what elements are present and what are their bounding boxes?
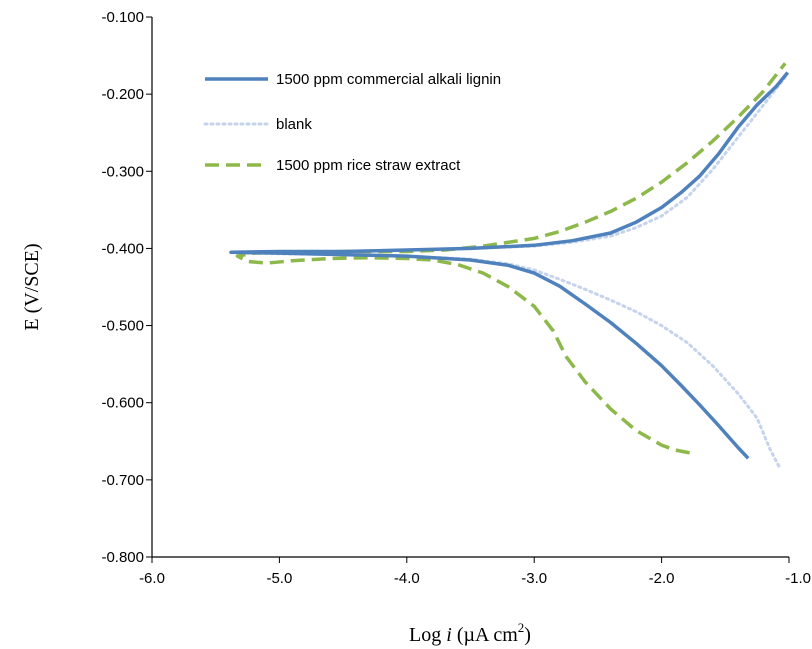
legend-label-2: 1500 ppm rice straw extract — [276, 157, 461, 174]
x-tick-label: -1.0 — [785, 570, 811, 587]
series-line-0 — [229, 71, 790, 460]
legend-label-0: 1500 ppm commercial alkali lignin — [276, 71, 501, 88]
x-tick-label: -2.0 — [649, 570, 675, 587]
x-axis-title-var: i — [446, 624, 452, 646]
y-axis-title: E (V/SCE) — [21, 243, 43, 330]
y-tick-label: -0.200 — [101, 86, 144, 103]
y-tick-label: -0.700 — [101, 472, 144, 489]
plot-area — [152, 17, 789, 557]
y-tick-label: -0.600 — [101, 395, 144, 412]
y-tick-label: -0.400 — [101, 240, 144, 257]
x-axis-title: Log i (µA cm2) — [409, 620, 531, 646]
x-axis-title-exp: 2 — [518, 620, 525, 635]
y-tick-label: -0.300 — [101, 163, 144, 180]
x-tick-label: -3.0 — [521, 570, 547, 587]
y-tick-label: -0.100 — [101, 9, 144, 26]
y-tick-label: -0.500 — [101, 318, 144, 335]
x-tick-label: -5.0 — [266, 570, 292, 587]
x-tick-label: -4.0 — [394, 570, 420, 587]
x-axis-title-unit: (µA cm — [457, 624, 518, 646]
legend-label-1: blank — [276, 116, 312, 133]
x-axis-title-prefix: Log — [409, 624, 441, 646]
x-axis-title-close: ) — [524, 624, 531, 646]
series-line-1 — [239, 75, 787, 468]
x-tick-label: -6.0 — [139, 570, 165, 587]
y-tick-label: -0.800 — [101, 549, 144, 566]
series-line-2 — [235, 62, 787, 455]
